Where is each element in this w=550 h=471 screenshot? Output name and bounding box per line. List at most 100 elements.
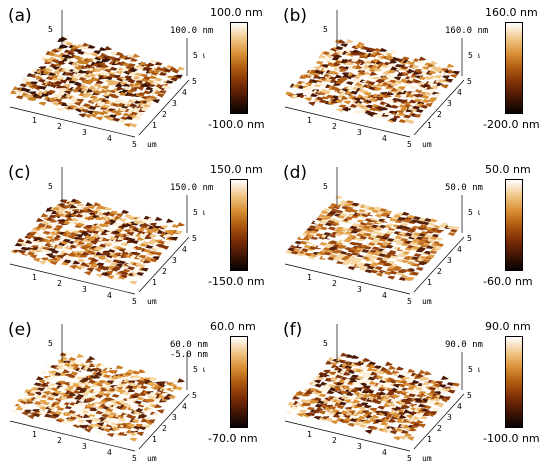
surface-facet: [364, 429, 373, 435]
surface-facet: [65, 58, 74, 63]
surface-facet: [52, 227, 61, 232]
surface-facet: [368, 67, 377, 72]
surface-facet: [370, 426, 379, 430]
surface-facet: [85, 242, 94, 247]
surface-facet: [54, 410, 63, 415]
surface-facet: [383, 271, 392, 276]
y-tick-label: 4: [457, 88, 462, 97]
surface-facet: [340, 95, 349, 100]
surface-facet: [337, 78, 346, 82]
surface-facet: [138, 426, 147, 431]
surface-facet: [431, 407, 440, 412]
surface-facet: [311, 227, 320, 232]
surface-facet: [87, 44, 96, 49]
surface-facet: [359, 235, 368, 240]
surface-facet: [319, 226, 328, 231]
x-tick-label: 1: [307, 116, 312, 125]
y-tick-label: 5: [467, 77, 472, 86]
surface-facet: [321, 95, 330, 100]
surface-facet: [325, 227, 334, 232]
surface-facet: [96, 245, 105, 250]
surface-facet: [411, 95, 420, 100]
surface-facet: [56, 406, 65, 411]
surface-facet: [386, 391, 395, 396]
surface-facet: [319, 241, 328, 246]
surface-facet: [126, 397, 135, 402]
surface-facet: [342, 385, 351, 390]
surface-facet: [429, 60, 438, 65]
surface-facet: [368, 380, 377, 385]
surface-facet: [404, 388, 413, 393]
surface-facet: [138, 61, 147, 66]
surface-facet: [410, 247, 419, 251]
surface-facet: [385, 230, 394, 235]
surface-facet: [18, 402, 27, 407]
surface-facet: [334, 87, 343, 92]
surface-facet: [428, 88, 437, 93]
surface-facet: [95, 393, 104, 398]
surface-facet: [420, 105, 429, 109]
x-tick-label: 3: [82, 128, 87, 137]
surface-facet: [313, 416, 322, 420]
surface-facet: [34, 73, 43, 78]
surface-facet: [45, 91, 54, 95]
surface-facet: [79, 219, 88, 224]
surface-facet: [154, 251, 163, 256]
surface-facet: [316, 375, 325, 381]
y-tick-label: 3: [172, 413, 177, 422]
surface-facet: [35, 75, 44, 80]
surface-facet: [379, 208, 388, 213]
surface-facet: [427, 254, 435, 259]
surface-facet: [418, 369, 427, 375]
scale-max-label: 160.0 nm: [485, 6, 538, 19]
y-unit-label: 5 um: [193, 51, 205, 60]
x-tick-label: 1: [307, 273, 312, 282]
surface-facet: [125, 115, 134, 120]
surface-facet: [168, 395, 176, 400]
surface-facet: [70, 371, 79, 376]
surface-facet: [109, 81, 118, 86]
surface-facet: [329, 217, 338, 222]
surface-facet: [411, 64, 420, 69]
surface-facet: [401, 211, 410, 216]
surface-facet: [401, 372, 410, 376]
z-max-label: 60.0 nm: [170, 340, 208, 350]
surface-facet: [387, 226, 396, 231]
surface-facet: [160, 225, 169, 230]
axis-line: [413, 79, 465, 136]
y-tick-label: 1: [152, 278, 157, 287]
surface-facet: [90, 258, 99, 263]
x-tick-label: 5: [407, 140, 412, 149]
surface-facet: [27, 414, 36, 420]
surface-facet: [383, 80, 392, 86]
panel-letter: (e): [8, 320, 32, 340]
surface-facet: [124, 371, 133, 376]
surface-facet: [81, 231, 90, 236]
panel-letter: (d): [283, 163, 308, 183]
surface-facet: [374, 419, 383, 423]
z-max-label: 150.0 nm: [170, 183, 214, 193]
surface-facet: [65, 255, 74, 260]
surface-facet: [71, 363, 80, 368]
surface-facet: [96, 422, 105, 427]
surface-facet: [127, 266, 136, 271]
y-unit-label: 5 um: [468, 208, 480, 217]
surface-facet: [117, 383, 126, 388]
surface-facet: [380, 366, 389, 372]
surface-facet: [86, 402, 95, 407]
surface-facet: [94, 267, 103, 273]
surface-facet: [363, 92, 372, 97]
surface-facet: [412, 70, 421, 75]
surface-facet: [372, 230, 380, 235]
surface-facet: [15, 406, 24, 411]
surface-facet: [72, 68, 81, 73]
surface-facet: [123, 403, 132, 408]
surface-facet: [395, 88, 404, 93]
surface-facet: [115, 263, 124, 268]
surface-facet: [313, 97, 322, 102]
height-color-scale: [230, 336, 248, 428]
surface-facet: [68, 252, 77, 257]
surface-facet: [322, 207, 331, 212]
surface-facet: [440, 222, 449, 227]
surface-facet: [38, 101, 47, 106]
